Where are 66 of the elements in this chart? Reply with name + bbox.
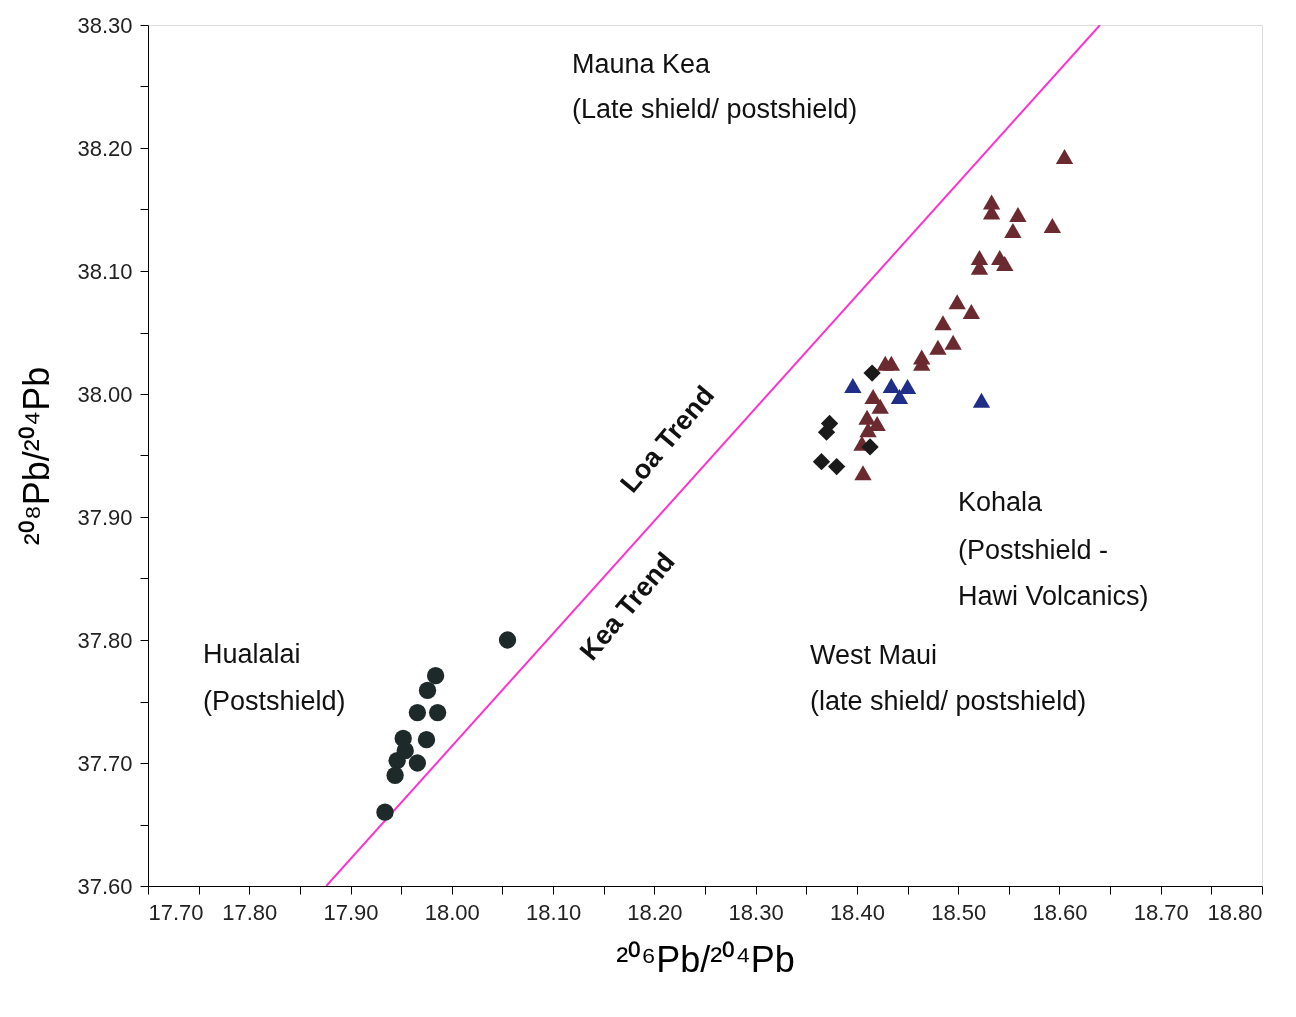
annotation: (Postshield) (203, 686, 346, 716)
annotation: Mauna Kea (572, 49, 712, 79)
point (858, 409, 876, 425)
point (854, 465, 872, 481)
point (898, 379, 917, 395)
annotation: (late shield/ postshield) (810, 686, 1087, 716)
x-tick-label: 18.60 (1032, 899, 1088, 925)
x-tick-label: 18.50 (931, 899, 987, 925)
point (812, 452, 831, 471)
annotation: (Late shield/ postshield) (572, 94, 858, 124)
x-tick-label: 18.20 (627, 899, 683, 925)
point (498, 631, 517, 649)
x-tick-label: 18.30 (728, 899, 784, 925)
point (426, 667, 445, 685)
y-tick-label: 38.30 (77, 12, 133, 38)
y-tick-label: 37.70 (77, 750, 133, 776)
point (861, 438, 879, 456)
point (376, 803, 394, 821)
x-tick-label: 18.10 (526, 899, 582, 925)
y-tick-label: 38.20 (77, 135, 133, 161)
point (890, 388, 909, 404)
annotation: Hualalai (203, 639, 301, 669)
point (871, 398, 889, 414)
point (972, 392, 991, 408)
point (996, 256, 1014, 272)
point (386, 766, 404, 784)
point (948, 294, 966, 310)
annotation: Hawi Volcanics) (958, 581, 1149, 611)
x-tick-label: 17.70 (148, 899, 204, 925)
x-axis-title: ²⁰⁶Pb/²⁰⁴Pb (616, 938, 795, 980)
point (962, 304, 981, 320)
x-tick-label: 17.90 (323, 899, 379, 925)
y-tick-label: 37.60 (77, 873, 133, 899)
point (876, 355, 894, 371)
point (844, 377, 862, 393)
point (882, 377, 900, 393)
point (418, 681, 437, 700)
point (408, 703, 427, 722)
annotation: Kohala (958, 487, 1044, 517)
annotation: (Postshield - (958, 535, 1109, 565)
point (396, 742, 414, 760)
point (863, 364, 881, 382)
point (1009, 206, 1027, 222)
point (944, 334, 962, 350)
point (1043, 217, 1062, 233)
point (1055, 149, 1074, 165)
point (864, 388, 882, 404)
y-tick-label: 37.90 (77, 504, 133, 530)
point (827, 457, 846, 476)
point (929, 339, 947, 355)
y-tick-label: 38.00 (77, 381, 133, 407)
x-tick-label: 18.70 (1133, 899, 1189, 925)
y-tick-label: 38.10 (77, 258, 133, 284)
point (859, 422, 877, 438)
y-tick-label: 37.80 (77, 627, 133, 653)
x-tick-label: 18.80 (1207, 899, 1263, 925)
point (934, 315, 952, 331)
point (1004, 222, 1022, 238)
x-tick-label: 17.80 (222, 899, 278, 925)
y-axis-title: ²⁰⁸Pb/²⁰⁴Pb (16, 366, 58, 546)
point (428, 703, 447, 722)
point (417, 730, 436, 749)
x-tick-label: 18.40 (829, 899, 885, 925)
x-tick-label: 18.00 (424, 899, 480, 925)
point (408, 754, 427, 772)
annotation: West Maui (810, 640, 938, 670)
